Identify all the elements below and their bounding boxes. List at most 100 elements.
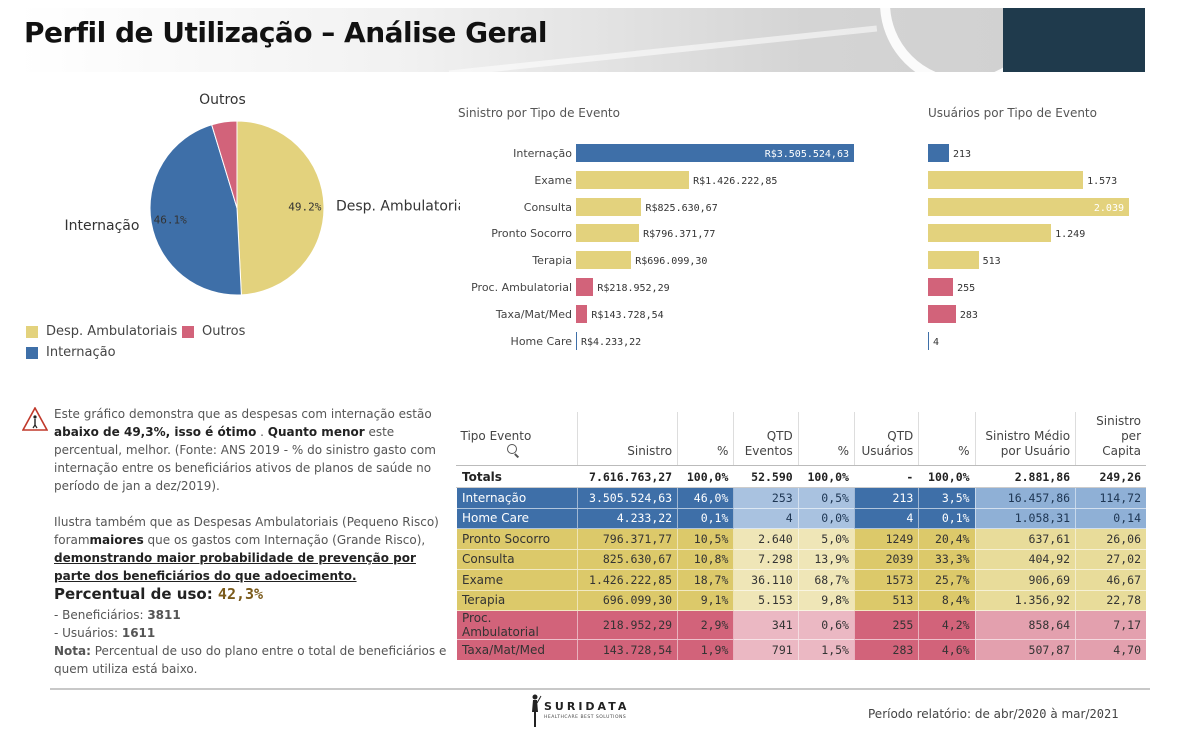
table-row[interactable]: Taxa/Mat/Med 143.728,54 1,9% 791 1,5% 283 4,6%… (456, 639, 1146, 661)
note-text: Percentual de uso do plano entre o total… (54, 644, 447, 676)
bar-proc-ambulatorial[interactable] (576, 278, 594, 296)
column-header-5[interactable]: % (797, 412, 855, 466)
bar-taxa-mat-med[interactable] (576, 304, 588, 323)
pie-slice-outros[interactable] (211, 120, 238, 209)
pie-slice-name-label: Desp. Ambulatoriais (336, 199, 460, 215)
bar-internacao[interactable] (928, 144, 949, 162)
header-line: Eventos (744, 444, 793, 458)
pie-chart-svg: 49.2% Desp. Ambulatoriais 46.1% Internação O… (65, 92, 477, 296)
table-cell: 7.616.763,27 (576, 465, 678, 488)
header-line: % (837, 444, 849, 458)
bar-exame[interactable] (576, 170, 690, 189)
table-cell: 100,0% (797, 465, 855, 488)
usage-summary: Percentual de uso: 42,3% - Beneficiários… (54, 585, 454, 678)
bar-value-label: 1.573 (1087, 175, 1118, 187)
legend-swatch (26, 346, 38, 359)
bar-value-label: R$696.099,30 (635, 256, 708, 268)
table-row[interactable]: Consulta 825.630,67 10,8% 7.298 13,9% 2039 33,… (456, 549, 1146, 570)
pie-slice-desp-ambulatoriais[interactable] (236, 120, 325, 296)
totals-row: Totals 7.616.763,27 100,0% 52.590 100,0% -100… (456, 465, 1146, 488)
legend-item-outros[interactable]: Outros (182, 324, 245, 339)
legend-item-internacao[interactable]: Internação (26, 345, 116, 360)
bar-value-label: 513 (982, 256, 1001, 268)
legend-swatch (26, 325, 38, 338)
header-line: % (958, 444, 970, 458)
table-cell: 1573 (853, 569, 919, 591)
table-cell: 1,5% (797, 639, 855, 661)
table-row[interactable]: Exame 1.426.222,85 18,7% 36.110 68,7% 1573 25,… (456, 569, 1146, 591)
bar-category-label: Terapia (532, 254, 572, 268)
sinistro-bar-chart: Internação R$3.505.524,63 Exame R$1.426.222… (456, 144, 896, 360)
bar-value-label: R$796.371,77 (643, 229, 716, 241)
legend-item-desp-ambulatoriais[interactable]: Desp. Ambulatoriais (26, 324, 177, 339)
column-header-4[interactable]: QTD Eventos (733, 412, 799, 466)
table-row[interactable]: Pronto Socorro 796.371,77 10,5% 2.640 5,0% 12… (456, 528, 1146, 550)
table-cell: 218.952,29 (576, 610, 678, 640)
table-cell: 0,14 (1075, 508, 1146, 529)
bar-category-label: Taxa/Mat/Med (495, 307, 572, 321)
header-line: por Usuário (1000, 444, 1071, 458)
table-cell: 26,06 (1075, 528, 1146, 550)
bar-taxa-mat-med[interactable] (928, 304, 956, 323)
period-end-year: 2021 (1089, 707, 1119, 721)
search-icon[interactable] (506, 444, 519, 456)
table-cell: 2039 (853, 549, 919, 570)
table-cell: 114,72 (1075, 487, 1146, 509)
table-cell: 5.153 (733, 590, 799, 611)
column-header-9[interactable]: Sinistro per Capita (1075, 412, 1146, 466)
usuarios-line: - Usuários: 1611 (54, 624, 454, 642)
table-row[interactable]: Terapia 696.099,30 9,1% 5.153 9,8% 513 8,4% 1.3… (456, 590, 1146, 611)
column-header-1[interactable]: Tipo Evento (456, 412, 578, 466)
row-label-cell: Home Care (456, 508, 578, 529)
table-cell: 2.640 (733, 528, 799, 550)
table-cell: 20,4% (918, 528, 976, 550)
table-cell: 8,4% (918, 590, 976, 611)
column-header-2[interactable]: Sinistro (576, 412, 678, 466)
table-cell: 13,9% (797, 549, 855, 570)
column-header-7[interactable]: % (918, 412, 976, 466)
usage-title: Percentual de uso: 42,3% (54, 585, 454, 604)
table-cell: 100,0% (918, 465, 976, 488)
table-cell: 213 (853, 487, 919, 509)
table-cell: 1.426.222,85 (576, 569, 678, 591)
bar-terapia[interactable] (576, 251, 632, 270)
table-cell: 4 (733, 508, 799, 529)
table-cell: 513 (853, 590, 919, 611)
bar-home-care[interactable] (576, 331, 577, 350)
table-row[interactable]: Proc. Ambulatorial 218.952,29 2,9% 341 0,6% 2… (456, 610, 1146, 640)
bar-consulta[interactable] (576, 197, 642, 216)
bar-pronto-socorro[interactable] (928, 224, 1052, 243)
usuarios-label: - Usuários: (54, 626, 122, 640)
bar-pronto-socorro[interactable] (576, 224, 640, 243)
table-cell: 4,70 (1075, 639, 1146, 661)
table-cell: 10,5% (677, 528, 734, 550)
bar-category-label: Pronto Socorro (491, 227, 572, 241)
table-cell: 5,0% (797, 528, 855, 550)
table-row[interactable]: Home Care 4.233,22 0,1% 4 0,0% 4 0,1% 1.058,31 0… (456, 508, 1146, 529)
column-header-6[interactable]: QTD Usuários (853, 412, 919, 466)
bar-value-label: 2.039 (1093, 202, 1124, 214)
pie-slice-internacao[interactable] (149, 124, 242, 296)
column-header-3[interactable]: % (677, 412, 734, 466)
bar-terapia[interactable] (928, 251, 979, 270)
table-row[interactable]: Internação 3.505.524,63 46,0% 253 0,5% 213 3,5… (456, 487, 1146, 509)
row-label-cell: Consulta (456, 549, 578, 570)
column-header-8[interactable]: Sinistro Médio por Usuário (974, 412, 1076, 466)
bar-home-care[interactable] (928, 331, 929, 350)
table-cell: 25,7% (918, 569, 976, 591)
bar-exame[interactable] (928, 170, 1084, 189)
table-cell: 0,6% (797, 610, 855, 640)
note-text: que os gastos com Internação (Grande Ris… (143, 533, 426, 547)
bar-proc-ambulatorial[interactable] (928, 278, 954, 296)
table-cell: 4,2% (918, 610, 976, 640)
usuarios-value: 1611 (121, 626, 156, 640)
note-text: Este gráfico demonstra que as despesas c… (54, 407, 432, 421)
pie-chart: 49.2% Desp. Ambulatoriais 46.1% Internação O… (0, 90, 477, 380)
header-banner: Perfil de Utilização – Análise Geral (18, 8, 1145, 72)
bar-value-label: 283 (959, 309, 978, 321)
beneficiarios-label: - Beneficiários: (54, 608, 148, 622)
bar-consulta[interactable] (928, 197, 1129, 216)
bar-internacao[interactable] (576, 144, 854, 162)
table-cell: 10,8% (677, 549, 734, 570)
table-cell: 4.233,22 (576, 508, 678, 529)
